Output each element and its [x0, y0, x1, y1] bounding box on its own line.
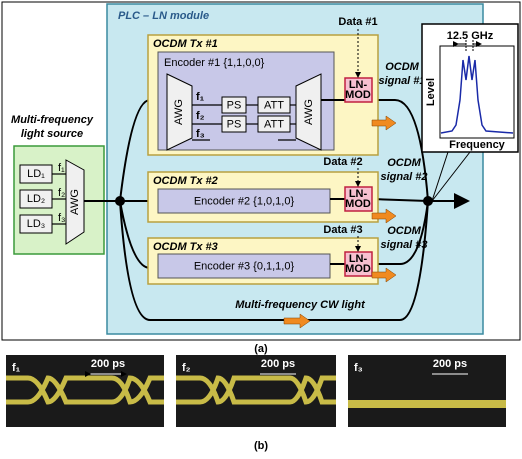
signal-label: signal #1 — [378, 75, 425, 87]
lnmod-label: MOD — [345, 198, 371, 210]
freq-label: f₂ — [58, 187, 65, 199]
signal-label: OCDM — [385, 61, 419, 73]
source-title: light source — [21, 128, 83, 140]
eye-panel — [348, 355, 506, 427]
ps-label: PS — [227, 99, 242, 111]
data-label: Data #2 — [323, 156, 362, 168]
panel-scale: 200 ps — [433, 358, 467, 370]
lnmod-label: MOD — [345, 263, 371, 275]
data-label: Data #3 — [323, 224, 362, 236]
freq-label: f₂ — [196, 110, 205, 122]
cw-label: Multi-frequency CW light — [235, 299, 366, 311]
data-label: Data #1 — [338, 16, 377, 28]
eye-panel — [176, 355, 336, 427]
signal-label: signal #2 — [380, 171, 427, 183]
panel-freq: f₂ — [182, 362, 191, 374]
eye-panel — [6, 355, 164, 427]
panel-freq: f₁ — [12, 362, 21, 374]
panel-scale: 200 ps — [91, 358, 125, 370]
tx-title: OCDM Tx #1 — [153, 38, 218, 50]
tx-title: OCDM Tx #3 — [153, 241, 218, 253]
encoder-label: Encoder #3 {0,1,1,0} — [194, 260, 295, 272]
splitter — [115, 196, 125, 206]
signal-label: OCDM — [387, 225, 421, 237]
signal-label: signal #3 — [380, 239, 427, 251]
awg-label: AWG — [303, 99, 315, 125]
att-label: ATT — [264, 99, 284, 111]
ld-label: LD₃ — [27, 218, 46, 230]
spectrum-y-label: Level — [425, 78, 437, 106]
encoder-label: Encoder #1 {1,1,0,0} — [164, 57, 265, 69]
ld-label: LD₂ — [27, 193, 45, 205]
freq-label: f₁ — [58, 162, 65, 174]
tx-title: OCDM Tx #2 — [153, 175, 218, 187]
panel-freq: f₃ — [354, 362, 363, 374]
panel-scale: 200 ps — [261, 358, 295, 370]
caption: (b) — [254, 440, 268, 452]
freq-label: f₁ — [196, 91, 205, 103]
att-label: ATT — [264, 118, 284, 130]
source-title: Multi-frequency — [11, 114, 94, 126]
combiner — [423, 196, 433, 206]
encoder-label: Encoder #2 {1,0,1,0} — [194, 195, 295, 207]
spectrum-x-label: Frequency — [449, 139, 506, 151]
diagram: PLC – LN module Multi-frequency light so… — [0, 0, 522, 459]
awg-label: AWG — [173, 99, 185, 125]
awg-label: AWG — [69, 189, 81, 215]
ld-label: LD₁ — [27, 168, 45, 180]
plc-title: PLC – LN module — [118, 10, 209, 22]
lnmod-label: MOD — [345, 89, 371, 101]
freq-label: f₃ — [196, 128, 205, 140]
spacing-label: 12.5 GHz — [447, 30, 494, 42]
freq-label: f₃ — [58, 212, 66, 224]
caption: (a) — [254, 343, 268, 355]
signal-label: OCDM — [387, 157, 421, 169]
ps-label: PS — [227, 118, 242, 130]
